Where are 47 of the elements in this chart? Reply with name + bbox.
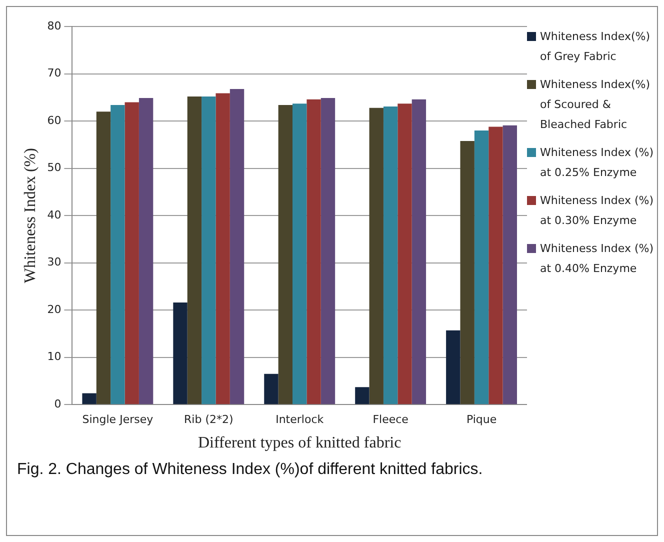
bar (110, 105, 125, 404)
y-tick-label: 10 (47, 350, 62, 364)
y-axis-title: Whiteness Index (%) (22, 148, 39, 284)
bar (202, 96, 216, 404)
y-tick-label: 60 (47, 114, 62, 127)
bar (355, 387, 370, 404)
bar (398, 104, 412, 404)
y-tick-label: 50 (47, 161, 62, 174)
bar (474, 130, 489, 404)
bar (460, 140, 474, 404)
legend-label: Whiteness Index (%) at 0.30% Enzyme (540, 193, 654, 229)
bar (124, 102, 139, 404)
bar (216, 93, 230, 404)
bar (502, 125, 517, 404)
legend-label: Whiteness Index (%) at 0.40% Enzyme (540, 241, 654, 277)
x-tick-label: Rib (2*2) (184, 413, 234, 426)
x-tick-label: Fleece (372, 413, 409, 426)
bar (96, 112, 111, 404)
bar (369, 108, 384, 404)
bar (82, 393, 96, 404)
y-tick-label: 70 (47, 66, 62, 80)
x-tick-label: Interlock (276, 413, 324, 426)
bar (173, 302, 188, 404)
bar (306, 99, 321, 404)
legend-label: Whiteness Index(%) of Grey Fabric (540, 29, 651, 65)
bar (230, 88, 244, 404)
y-tick-label: 40 (47, 208, 62, 222)
legend-label: Whiteness Index(%) of Scoured & Bleached Fabric (540, 77, 651, 133)
y-tick-label: 30 (47, 256, 62, 269)
x-tick-label: Single Jersey (82, 413, 154, 426)
bar (138, 98, 154, 404)
bar (446, 330, 460, 404)
bar (187, 96, 202, 404)
x-axis-title: Different types of knitted fabric (198, 434, 402, 452)
caption: Fig. 2. Changes of Whiteness Index (%)of different knitted fabrics. (17, 460, 484, 480)
bar (383, 106, 398, 404)
bar (292, 104, 307, 404)
y-tick-label: 0 (54, 397, 62, 410)
y-tick-label: 20 (47, 302, 62, 316)
x-tick-label: Pique (466, 413, 497, 426)
bar (320, 98, 336, 404)
legend-label: Whiteness Index (%) at 0.25% Enzyme (540, 145, 654, 181)
bar (488, 126, 503, 404)
bar (412, 99, 426, 404)
y-tick-label: 80 (47, 19, 62, 32)
bar (264, 374, 278, 404)
bar (278, 105, 293, 404)
